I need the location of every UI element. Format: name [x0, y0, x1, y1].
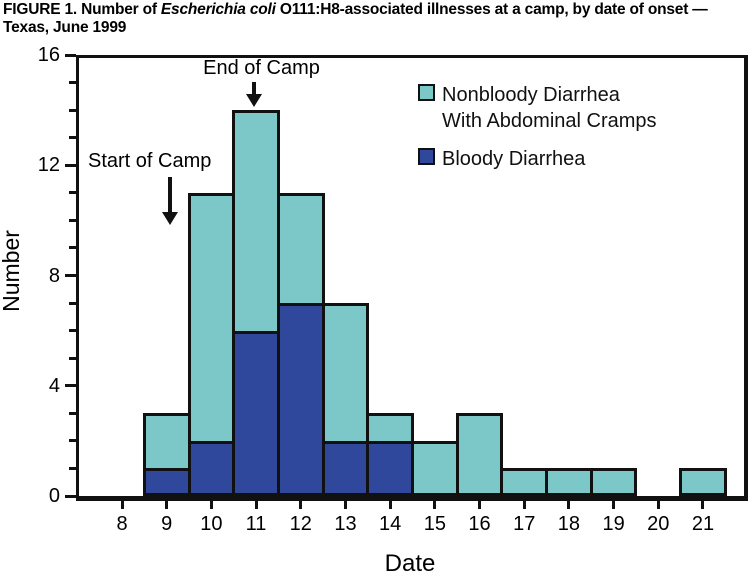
bar-segment-nonbloody-21: [679, 468, 727, 496]
end-of-camp-arrow-icon: [246, 94, 262, 107]
y-axis-title: Number: [0, 230, 24, 312]
start-of-camp-label: Start of Camp: [88, 150, 212, 172]
x-tick-17: [522, 501, 526, 509]
y-tick-6: [69, 329, 76, 333]
y-tick-16: [65, 53, 76, 57]
nonbloody-swatch-icon: [418, 84, 435, 101]
x-tick-label-15: 15: [423, 513, 446, 535]
x-tick-label-21: 21: [691, 513, 715, 535]
bloody-swatch-icon: [418, 148, 435, 165]
x-tick-label-9: 9: [161, 513, 173, 535]
x-tick-19: [612, 501, 616, 509]
figure-title-species: Escherichia coli: [160, 1, 276, 18]
x-tick-10: [209, 501, 213, 509]
y-tick-1: [69, 466, 76, 470]
bar-segment-bloody-13: [321, 440, 370, 496]
x-tick-18: [567, 501, 571, 509]
x-tick-label-19: 19: [602, 513, 625, 535]
bar-segment-nonbloody-18: [545, 468, 593, 496]
y-tick-label-12: 12: [37, 154, 60, 177]
x-tick-label-17: 17: [513, 513, 536, 535]
y-tick-9: [69, 246, 76, 250]
figure-title: FIGURE 1. Number of Escherichia coli O11…: [3, 1, 753, 36]
y-tick-14: [69, 108, 76, 112]
bar-segment-nonbloody-14: [366, 413, 414, 444]
y-tick-15: [69, 81, 76, 85]
bar-segment-nonbloody-19: [589, 468, 638, 496]
bar-segment-nonbloody-9: [142, 413, 191, 472]
x-tick-21: [701, 501, 705, 509]
y-tick-5: [69, 356, 76, 360]
x-tick-label-12: 12: [289, 513, 312, 535]
x-tick-label-8: 8: [116, 513, 128, 535]
legend-item-label: Bloody Diarrhea: [442, 146, 742, 172]
bar-segment-nonbloody-11: [232, 110, 280, 334]
end-of-camp-label: End of Camp: [203, 57, 320, 79]
x-tick-label-16: 16: [468, 513, 491, 535]
start-of-camp-arrow-icon: [162, 212, 178, 225]
y-tick-13: [69, 136, 76, 140]
x-tick-8: [120, 501, 124, 509]
bar-segment-nonbloody-10: [187, 192, 236, 444]
bar-segment-bloody-14: [366, 440, 414, 496]
legend-nonbloody-line2: With Abdominal Cramps: [442, 110, 657, 132]
y-tick-label-4: 4: [48, 374, 60, 397]
bar-segment-nonbloody-13: [321, 303, 370, 444]
y-tick-11: [69, 191, 76, 195]
bar-segment-bloody-12: [276, 303, 325, 496]
y-tick-label-16: 16: [37, 44, 60, 66]
y-tick-label-0: 0: [48, 485, 60, 507]
bar-segment-bloody-10: [187, 440, 236, 496]
x-tick-11: [254, 501, 258, 509]
x-tick-12: [299, 501, 303, 509]
legend-item-label: Nonbloody Diarrhea With Abdominal Cramps: [442, 82, 742, 134]
x-tick-16: [478, 501, 482, 509]
y-tick-12: [65, 163, 76, 167]
x-axis-title: Date: [384, 550, 436, 577]
y-tick-label-8: 8: [48, 264, 60, 287]
x-tick-label-14: 14: [379, 513, 402, 535]
bar-segment-nonbloody-17: [500, 468, 549, 496]
x-tick-13: [343, 501, 347, 509]
y-tick-0: [65, 494, 76, 498]
legend-bloody-line1: Bloody Diarrhea: [442, 148, 586, 170]
x-tick-label-13: 13: [334, 513, 357, 535]
x-tick-15: [433, 501, 437, 509]
x-tick-label-20: 20: [647, 513, 670, 535]
x-tick-label-11: 11: [245, 513, 267, 535]
bar-segment-nonbloody-15: [410, 440, 459, 496]
figure-title-prefix: FIGURE 1. Number of: [3, 1, 161, 18]
y-tick-3: [69, 411, 76, 415]
x-tick-label-10: 10: [200, 513, 223, 535]
legend-nonbloody-line1: Nonbloody Diarrhea: [442, 84, 620, 106]
bar-segment-nonbloody-12: [276, 192, 325, 307]
x-tick-9: [165, 501, 169, 509]
bar-segment-nonbloody-16: [455, 413, 504, 496]
start-of-camp-arrow-shaft: [168, 177, 172, 213]
plot-frame: [76, 55, 748, 501]
y-tick-2: [69, 439, 76, 443]
x-tick-20: [656, 501, 660, 509]
x-tick-14: [388, 501, 392, 509]
end-of-camp-arrow-shaft: [252, 82, 256, 95]
y-tick-8: [65, 274, 76, 277]
figure-title-suffix: O111:H8-associated illnesses at a camp, …: [3, 1, 708, 36]
x-tick-label-18: 18: [557, 513, 581, 535]
bar-segment-bloody-9: [142, 468, 191, 496]
y-tick-4: [65, 384, 76, 388]
y-tick-7: [69, 301, 76, 305]
bar-segment-bloody-11: [232, 330, 280, 496]
y-tick-10: [69, 218, 76, 222]
